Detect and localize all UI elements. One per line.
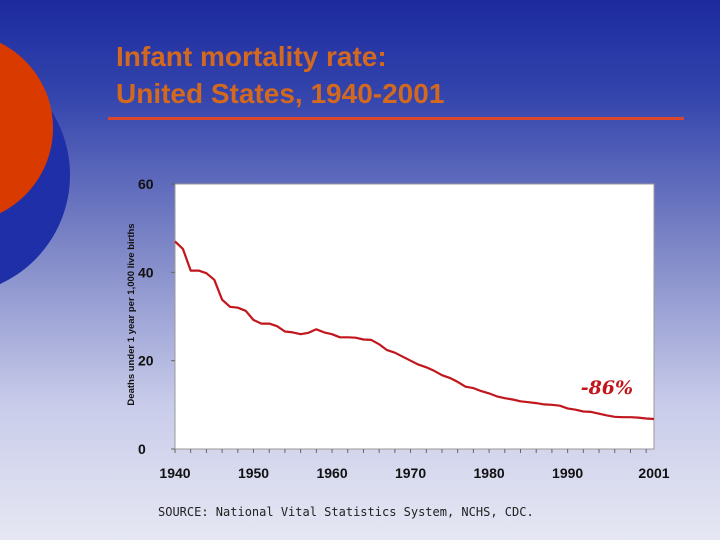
- y-tick-label: 60: [138, 176, 154, 192]
- x-tick-label: 1980: [474, 465, 505, 481]
- x-tick-label: 2001: [638, 465, 669, 481]
- source-note: SOURCE: National Vital Statistics System…: [158, 505, 534, 519]
- plot-area: [174, 183, 655, 450]
- series-line: [174, 240, 655, 421]
- slide-title: Infant mortality rate: United States, 19…: [116, 38, 444, 112]
- x-tick-label: 1950: [238, 465, 269, 481]
- decorative-orange-circle: [0, 42, 53, 214]
- y-tick-label: 20: [138, 353, 154, 369]
- reduction-annotation: -86%: [581, 377, 633, 399]
- x-tick-label: 1940: [159, 465, 190, 481]
- title-line-2: United States, 1940-2001: [116, 78, 445, 109]
- y-axis-label: Deaths under 1 year per 1,000 live birth…: [126, 223, 137, 405]
- title-line-1: Infant mortality rate:: [116, 41, 387, 72]
- title-underline: [108, 117, 684, 120]
- y-tick-label: 40: [138, 264, 154, 280]
- x-tick-label: 1970: [395, 465, 426, 481]
- x-tick-label: 1960: [316, 465, 347, 481]
- y-tick-label: 0: [138, 441, 146, 457]
- x-tick-label: 1990: [552, 465, 583, 481]
